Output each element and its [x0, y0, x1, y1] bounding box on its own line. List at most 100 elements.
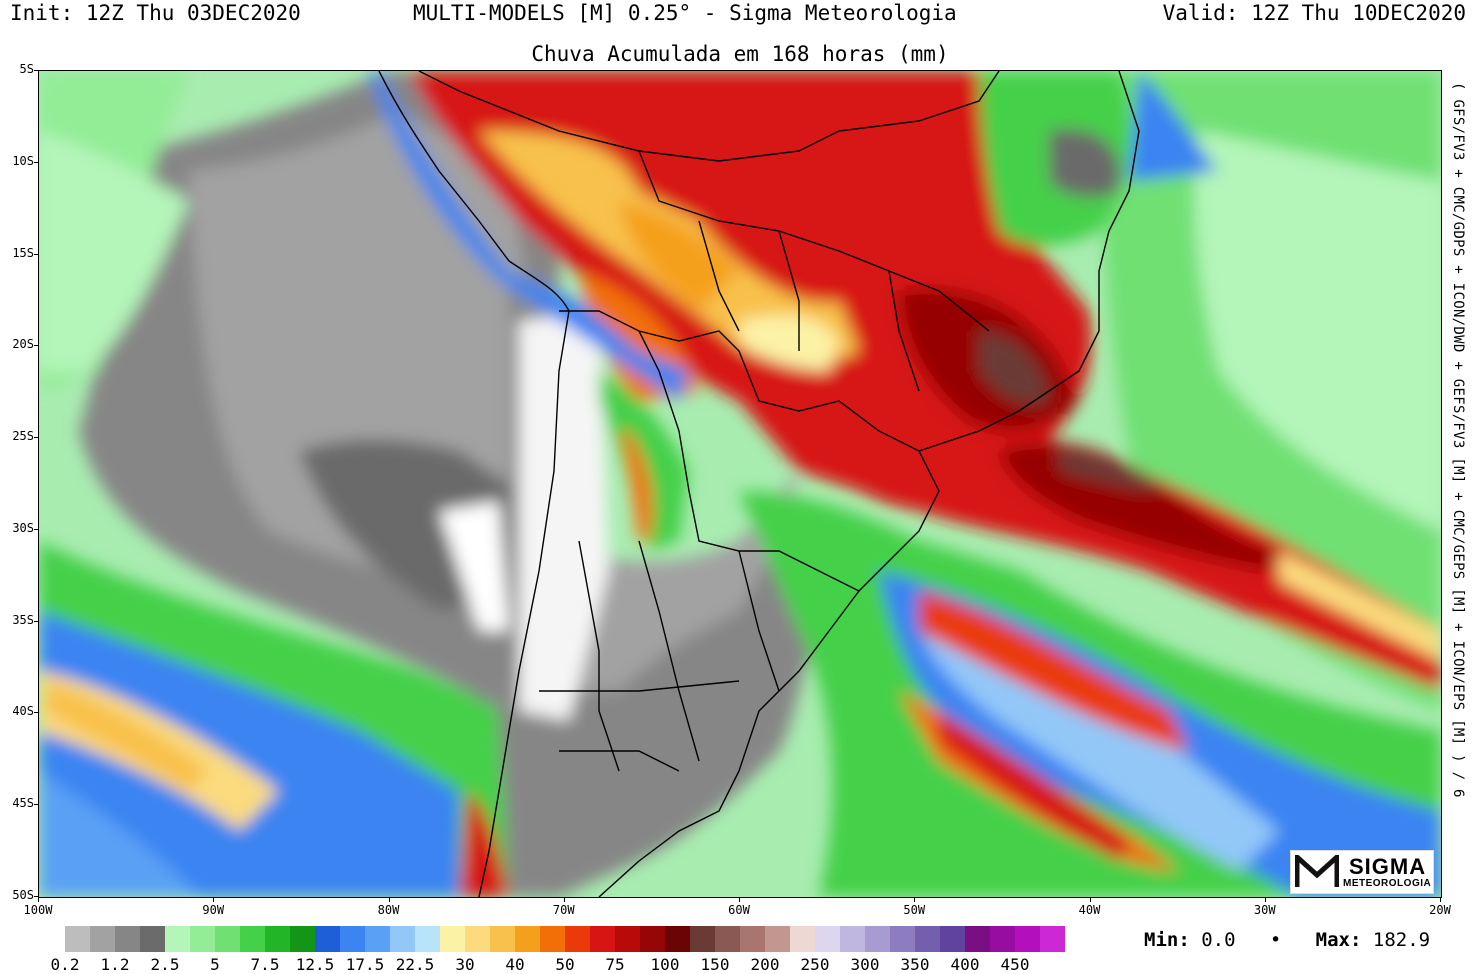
legend-swatch [215, 926, 240, 952]
lat-tick [34, 528, 39, 530]
min-value: 0.0 [1201, 929, 1236, 951]
lat-label: 40S [12, 704, 34, 719]
legend-swatch [240, 926, 265, 952]
lon-label: 40W [1078, 903, 1101, 917]
lon-label: 90W [202, 903, 225, 917]
legend-swatch [765, 926, 790, 952]
legend-swatch [615, 926, 640, 952]
legend-label: 30 [455, 955, 475, 974]
legend-label: 5 [210, 955, 220, 974]
lon-label: 100W [23, 903, 53, 917]
map-subtitle: Chuva Acumulada em 168 horas (mm) [531, 42, 949, 66]
legend-swatch [265, 926, 290, 952]
legend-label: 200 [750, 955, 780, 974]
legend-swatch [515, 926, 540, 952]
lon-label: 50W [903, 903, 926, 917]
stats-separator: • [1269, 929, 1282, 951]
lat-tick [34, 620, 39, 622]
legend-swatch [640, 926, 665, 952]
max-label: Max: [1315, 929, 1362, 951]
legend-label: 100 [650, 955, 680, 974]
lon-label: 70W [552, 903, 575, 917]
legend-swatch [290, 926, 315, 952]
sigma-logo: SIGMA METEOROLOGIA [1290, 850, 1434, 894]
logo-word-meteorologia: METEOROLOGIA [1343, 878, 1432, 889]
legend-swatch [865, 926, 890, 952]
logo-word-sigma: SIGMA [1349, 854, 1427, 879]
legend-label: 17.5 [345, 955, 385, 974]
legend-swatch [590, 926, 615, 952]
legend-label: 400 [950, 955, 980, 974]
precip-field [39, 71, 1441, 897]
lat-tick [34, 712, 39, 714]
legend-swatch [690, 926, 715, 952]
lat-label: 30S [12, 520, 34, 535]
legend-swatch [415, 926, 440, 952]
legend-swatch [540, 926, 565, 952]
legend-label: 22.5 [395, 955, 435, 974]
lat-tick [34, 804, 39, 806]
legend-swatch [365, 926, 390, 952]
lon-tick [1440, 897, 1441, 902]
lon-tick [1089, 897, 1091, 902]
ensemble-description: ( GFS/FV3 + CMC/GDPS + ICON/DWD + GEFS/F… [1444, 82, 1472, 882]
lat-label: 50S [12, 888, 34, 902]
lon-tick [38, 897, 39, 902]
legend-label: 250 [800, 955, 830, 974]
legend-label: 150 [700, 955, 730, 974]
valid-time: Valid: 12Z Thu 10DEC2020 [1162, 1, 1466, 25]
legend-swatch [440, 926, 465, 952]
legend-label: 1.2 [100, 955, 130, 974]
legend-label: 7.5 [250, 955, 280, 974]
legend-label: 50 [555, 955, 575, 974]
legend-label: 40 [505, 955, 525, 974]
legend-swatch [565, 926, 590, 952]
legend-label: 0.2 [50, 955, 80, 974]
legend-swatch [665, 926, 690, 952]
lat-tick [34, 253, 39, 255]
legend-swatch [490, 926, 515, 952]
legend-swatch [140, 926, 165, 952]
lat-label: 5S [19, 62, 34, 76]
legend-swatch [815, 926, 840, 952]
model-title: MULTI-MODELS [M] 0.25° - Sigma Meteorolo… [413, 1, 957, 25]
min-label: Min: [1144, 929, 1190, 951]
lon-tick [914, 897, 916, 902]
legend-swatch [340, 926, 365, 952]
lon-tick [739, 897, 740, 902]
legend-swatch [115, 926, 140, 952]
legend-swatch [90, 926, 115, 952]
lat-label: 25S [12, 429, 34, 444]
legend-label: 75 [605, 955, 625, 974]
lon-tick [388, 897, 390, 902]
lat-tick [34, 437, 39, 439]
lat-tick [34, 345, 39, 347]
ensemble-description-text: ( GFS/FV3 + CMC/GDPS + ICON/DWD + GEFS/F… [1450, 82, 1466, 798]
legend-label: 450 [1000, 955, 1030, 974]
color-legend-bar [65, 926, 1065, 952]
legend-swatch [965, 926, 990, 952]
legend-swatch [790, 926, 815, 952]
legend-swatch [165, 926, 190, 952]
sigma-logo-mark-icon [1295, 855, 1339, 887]
legend-swatch [715, 926, 740, 952]
lon-tick [213, 897, 215, 902]
lat-tick [34, 896, 39, 897]
lat-tick [34, 70, 39, 71]
map-canvas [39, 71, 1441, 897]
lat-tick [34, 161, 39, 163]
lat-label: 15S [12, 245, 34, 260]
legend-swatch [390, 926, 415, 952]
legend-swatch [990, 926, 1015, 952]
lat-label: 35S [12, 612, 34, 627]
legend-swatch [1015, 926, 1040, 952]
legend-label: 300 [850, 955, 880, 974]
legend-label: 2.5 [150, 955, 180, 974]
max-value: 182.9 [1372, 929, 1431, 951]
lon-tick [563, 897, 565, 902]
lon-label: 20W [1429, 903, 1451, 917]
legend-swatch [890, 926, 915, 952]
legend-swatch [315, 926, 340, 952]
lat-label: 10S [12, 153, 34, 168]
lat-label: 45S [12, 796, 34, 811]
